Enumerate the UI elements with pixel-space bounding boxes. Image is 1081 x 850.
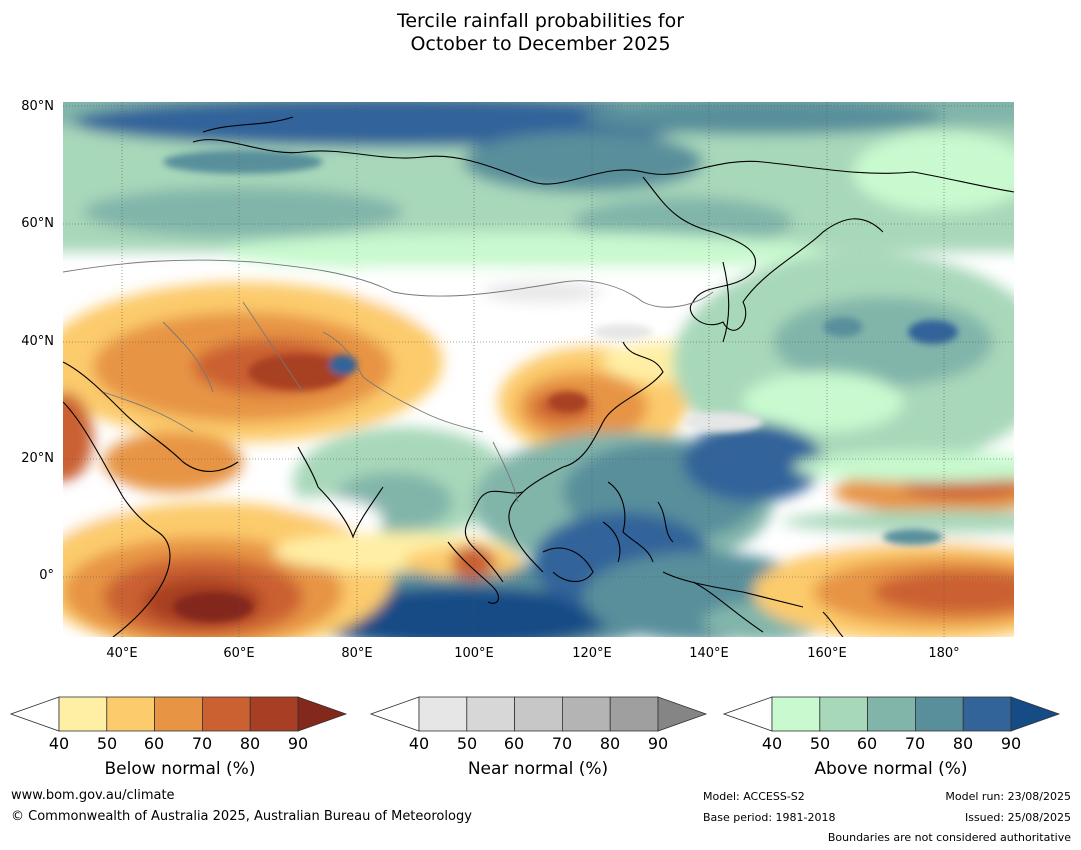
lon-label-180: 180° — [928, 646, 960, 661]
near-tick-70: 70 — [551, 734, 573, 753]
copyright-text: © Commonwealth of Australia 2025, Austra… — [11, 809, 472, 824]
lat-label-80n: 80°N — [21, 99, 54, 114]
lon-label-160e: 160°E — [807, 646, 847, 661]
near-colorbar-over-triangle — [657, 696, 708, 732]
coastlines — [63, 116, 1014, 637]
lat-label-40n: 40°N — [21, 334, 54, 349]
near-colorbar-segment — [418, 696, 468, 732]
near-normal-title: Near normal (%) — [467, 759, 609, 779]
near-tick-90: 90 — [647, 734, 669, 753]
map-canvas — [63, 102, 1014, 637]
lat-label-0: 0° — [39, 568, 54, 583]
below-tick-40: 40 — [48, 734, 70, 753]
model-name: Model: ACCESS-S2 — [703, 790, 805, 803]
near-colorbar-segment — [561, 696, 611, 732]
above-tick-90: 90 — [1000, 734, 1022, 753]
lon-label-60e: 60°E — [223, 646, 255, 661]
rainfall-probability-map — [63, 102, 1014, 637]
base-period: Base period: 1981-2018 — [703, 811, 836, 824]
lon-label-40e: 40°E — [106, 646, 138, 661]
lon-label-120e: 120°E — [572, 646, 612, 661]
below-colorbar-segment — [249, 696, 299, 732]
chart-title-line2: October to December 2025 — [410, 33, 671, 55]
below-normal-title: Below normal (%) — [104, 759, 256, 779]
above-normal-title: Above normal (%) — [814, 759, 968, 779]
below-colorbar-segment — [58, 696, 108, 732]
lat-label-20n: 20°N — [21, 451, 54, 466]
lon-label-140e: 140°E — [689, 646, 729, 661]
below-colorbar-segment — [201, 696, 251, 732]
below-normal-colorbar — [10, 696, 348, 732]
website-link[interactable]: www.bom.gov.au/climate — [11, 788, 175, 803]
below-tick-70: 70 — [191, 734, 213, 753]
below-colorbar-segment — [154, 696, 203, 732]
model-run-date: Model run: 23/08/2025 — [945, 790, 1071, 803]
above-tick-70: 70 — [904, 734, 926, 753]
lat-label-60n: 60°N — [21, 216, 54, 231]
above-tick-60: 60 — [856, 734, 878, 753]
below-tick-60: 60 — [143, 734, 165, 753]
near-normal-colorbar — [370, 696, 708, 732]
above-colorbar-over-triangle — [1010, 696, 1061, 732]
below-tick-50: 50 — [96, 734, 118, 753]
above-colorbar-under-triangle — [723, 696, 773, 732]
above-colorbar-segment — [867, 696, 916, 732]
country-boundaries — [63, 259, 714, 503]
above-colorbar-segment — [819, 696, 869, 732]
below-tick-90: 90 — [287, 734, 309, 753]
above-normal-colorbar — [723, 696, 1061, 732]
above-tick-50: 50 — [809, 734, 831, 753]
boundaries-disclaimer: Boundaries are not considered authoritat… — [827, 831, 1071, 844]
above-colorbar-segment — [962, 696, 1012, 732]
issued-date: Issued: 25/08/2025 — [964, 811, 1071, 824]
near-colorbar-segment — [514, 696, 563, 732]
near-tick-50: 50 — [456, 734, 478, 753]
near-colorbar-segment — [466, 696, 516, 732]
above-colorbar-segment — [914, 696, 964, 732]
above-tick-80: 80 — [952, 734, 974, 753]
above-tick-40: 40 — [761, 734, 783, 753]
chart-title-line1: Tercile rainfall probabilities for — [396, 10, 685, 32]
below-colorbar-segment — [106, 696, 156, 732]
above-colorbar-segment — [771, 696, 821, 732]
lon-label-80e: 80°E — [341, 646, 373, 661]
below-tick-80: 80 — [239, 734, 261, 753]
near-tick-80: 80 — [599, 734, 621, 753]
near-colorbar-segment — [609, 696, 659, 732]
lon-label-100e: 100°E — [454, 646, 494, 661]
near-colorbar-under-triangle — [370, 696, 420, 732]
below-colorbar-under-triangle — [10, 696, 60, 732]
near-tick-60: 60 — [503, 734, 525, 753]
near-tick-40: 40 — [408, 734, 430, 753]
below-colorbar-over-triangle — [297, 696, 348, 732]
